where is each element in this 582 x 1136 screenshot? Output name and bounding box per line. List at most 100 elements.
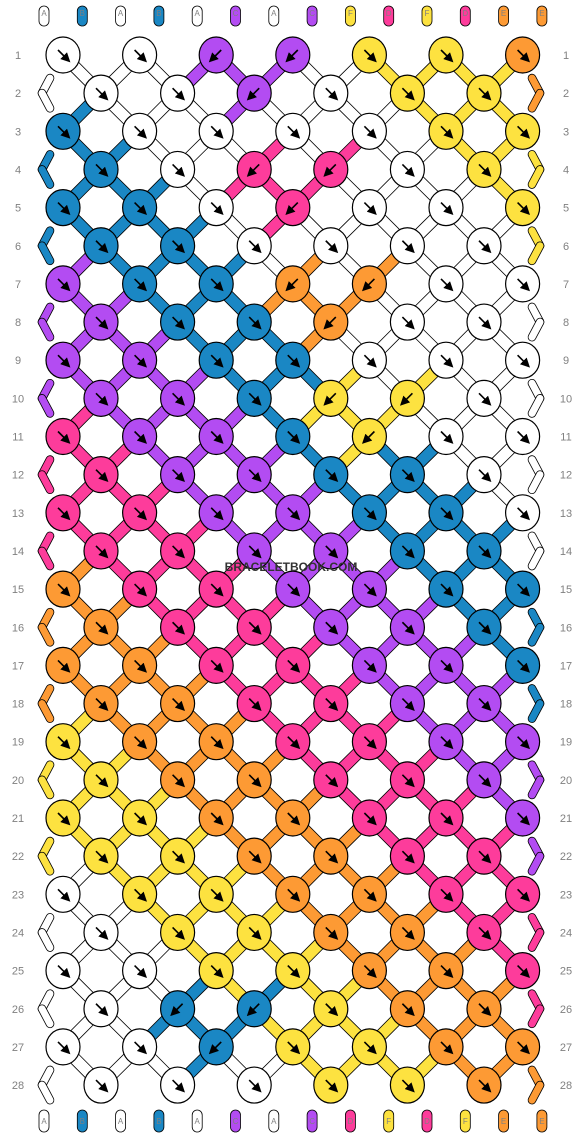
forward-knot-arrow-icon <box>363 965 377 978</box>
forward-knot-arrow-icon <box>517 965 530 978</box>
knot <box>236 761 272 799</box>
knot <box>198 189 234 227</box>
forward-knot-arrow-icon <box>287 430 301 444</box>
left-edge-strand <box>38 852 54 875</box>
left-edge-strand <box>38 547 54 570</box>
forward-knot-arrow-icon <box>210 888 224 902</box>
right-edge-strand <box>528 318 544 341</box>
knot <box>466 837 502 875</box>
row-label-left: 6 <box>15 241 21 253</box>
bottom-string-letter: B <box>156 1117 161 1126</box>
row-label-left: 18 <box>12 699 24 711</box>
forward-knot-arrow-icon <box>363 736 377 750</box>
forward-knot-arrow-icon <box>440 1041 454 1055</box>
knot <box>313 150 349 189</box>
forward-knot-arrow-icon <box>517 736 530 750</box>
forward-knot-arrow-icon <box>401 621 415 635</box>
row-label-right: 24 <box>560 927 572 939</box>
right-edge-strand <box>528 700 544 723</box>
knot <box>236 227 272 265</box>
bottom-string-stub <box>268 1109 280 1133</box>
forward-knot-arrow-icon <box>95 926 109 940</box>
right-edge-strand <box>528 165 544 189</box>
forward-knot-arrow-icon <box>440 812 454 826</box>
row-label-right: 25 <box>560 966 572 978</box>
row-label-left: 3 <box>15 126 21 138</box>
top-string-letter: A <box>118 9 124 18</box>
forward-knot-arrow-icon <box>134 965 147 978</box>
row-label-left: 27 <box>12 1042 24 1054</box>
bottom-string-letter: E <box>501 1117 506 1126</box>
knot <box>466 150 502 189</box>
row-label-left: 22 <box>12 851 24 863</box>
knot <box>351 875 387 913</box>
forward-knot-arrow-icon <box>57 125 71 139</box>
knot <box>236 1066 272 1104</box>
knot <box>351 799 387 837</box>
knot <box>122 417 158 456</box>
knot <box>351 723 387 761</box>
knot <box>198 265 234 303</box>
knot <box>160 74 196 112</box>
bottom-string-letter: A <box>195 1117 201 1126</box>
row-label-right: 7 <box>563 279 569 291</box>
knot <box>236 837 272 875</box>
top-string-letter: A <box>195 9 201 18</box>
knot <box>198 951 234 990</box>
knot <box>313 608 349 646</box>
row-label-right: 12 <box>560 470 572 482</box>
forward-knot-arrow-icon <box>478 1079 492 1093</box>
right-edge-strand <box>528 776 544 799</box>
backward-knot-arrow-icon <box>362 278 375 292</box>
forward-knot-arrow-icon <box>210 659 224 673</box>
forward-knot-arrow-icon <box>95 316 109 330</box>
knot <box>275 341 311 379</box>
knot <box>45 112 81 150</box>
backward-knot-arrow-icon <box>208 1041 222 1055</box>
forward-knot-arrow-icon <box>440 125 454 139</box>
top-string-letter: C <box>309 9 315 18</box>
bottom-string-stub <box>383 1109 395 1133</box>
row-label-right: 15 <box>560 584 572 596</box>
forward-knot-arrow-icon <box>478 87 492 101</box>
row-label-right: 6 <box>563 241 569 253</box>
bottom-string-stub <box>536 1109 548 1133</box>
knot <box>504 494 541 532</box>
knot <box>351 646 387 685</box>
forward-knot-arrow-icon <box>248 392 262 406</box>
knot <box>466 1066 502 1104</box>
knot <box>122 570 158 608</box>
forward-knot-arrow-icon <box>325 1003 339 1017</box>
forward-knot-arrow-icon <box>210 736 224 750</box>
knot <box>122 341 158 379</box>
forward-knot-arrow-icon <box>325 850 339 864</box>
knot <box>389 456 425 494</box>
forward-knot-arrow-icon <box>172 697 185 711</box>
knot <box>313 379 349 417</box>
bottom-string-stub <box>230 1109 241 1133</box>
row-label-right: 13 <box>560 508 572 520</box>
knot <box>236 303 272 341</box>
row-label-left: 10 <box>12 393 24 405</box>
forward-knot-arrow-icon <box>95 392 109 406</box>
knot <box>466 990 502 1028</box>
row-label-right: 19 <box>560 737 572 749</box>
knot <box>198 417 234 456</box>
knot <box>466 74 502 112</box>
row-label-left: 15 <box>12 584 24 596</box>
knot <box>236 990 272 1028</box>
top-string-stub <box>498 5 510 27</box>
knots-layer <box>45 36 541 1104</box>
row-label-left: 17 <box>12 660 24 672</box>
row-label-left: 16 <box>12 622 24 634</box>
forward-knot-arrow-icon <box>134 659 147 673</box>
backward-knot-arrow-icon <box>285 278 299 292</box>
row-label-left: 19 <box>12 737 24 749</box>
forward-knot-arrow-icon <box>248 850 262 864</box>
right-edge-strand <box>528 1005 544 1028</box>
knot <box>389 684 425 723</box>
knot <box>504 951 541 990</box>
knot <box>275 189 311 227</box>
knot <box>160 837 196 875</box>
forward-knot-arrow-icon <box>210 583 224 597</box>
